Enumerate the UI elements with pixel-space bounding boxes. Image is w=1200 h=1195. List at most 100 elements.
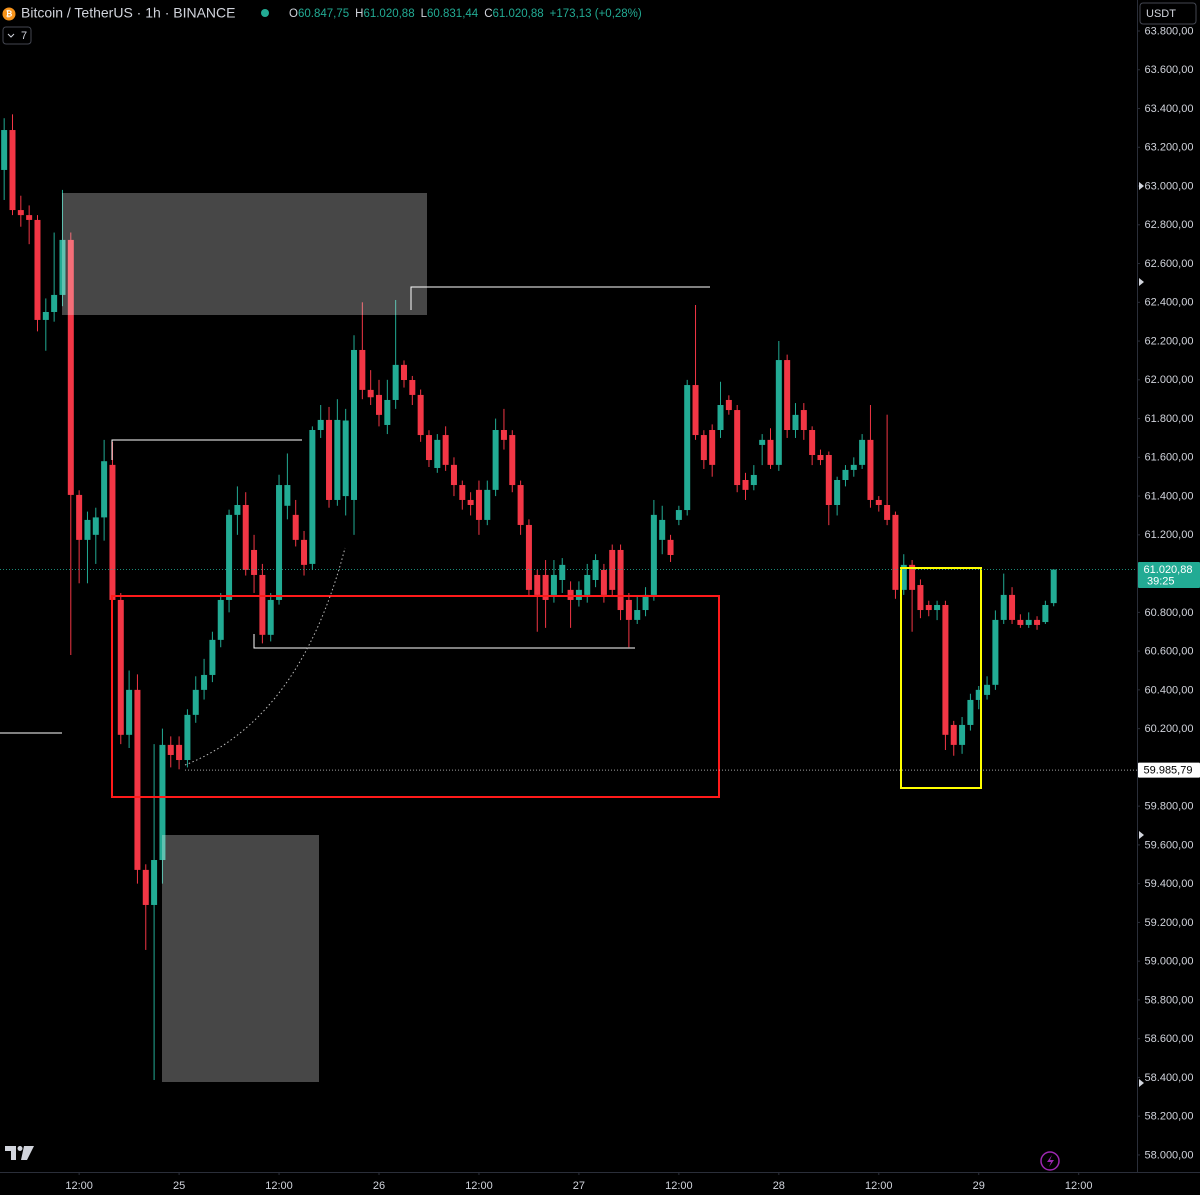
candle-body (209, 639, 216, 675)
candle-body (126, 689, 133, 735)
price-lines (0, 569, 1137, 771)
candle-body (359, 349, 366, 390)
ohlc-key: H (355, 8, 363, 20)
candle-body (292, 514, 299, 540)
candle-body (492, 430, 499, 490)
y-tick-label: 58.600,00 (1145, 1033, 1194, 1045)
candle-body (700, 435, 707, 461)
ohlc-value: 61.020,88 (493, 8, 544, 20)
ohlc-value: 60.847,75 (298, 8, 349, 20)
candle-body (176, 744, 183, 761)
ohlc-key: L (421, 8, 428, 20)
x-tick-label: 12:00 (65, 1180, 93, 1192)
candle-body (376, 394, 382, 415)
candle-body (434, 439, 441, 468)
candle-body (600, 569, 607, 595)
y-axis: 58.000,00 58.200,00 58.400,00 58.600,00 58.8… (1137, 25, 1200, 1161)
candle-body (767, 439, 774, 465)
y-tick-label: 63.600,00 (1145, 64, 1194, 76)
candle-body (351, 349, 358, 500)
y-tick-label: 63.800,00 (1145, 25, 1194, 37)
candle-body (76, 494, 83, 540)
candle-body (192, 689, 199, 715)
x-tick-label: 28 (773, 1180, 785, 1192)
candle-body (1025, 619, 1032, 625)
candle-body (759, 439, 766, 445)
x-tick-label: 29 (973, 1180, 985, 1192)
candle-body (634, 610, 641, 620)
candle-body (742, 480, 749, 490)
ohlc-value: 60.831,44 (427, 8, 479, 20)
x-axis: 12:00 25 12:00 26 12:00 27 12:00 28 12:00 29 12:00 (65, 1172, 1092, 1192)
x-tick-label: 27 (573, 1180, 585, 1192)
candle-body (709, 430, 716, 465)
candle-body (934, 604, 941, 611)
candle-body (1017, 619, 1024, 625)
candle-body (867, 439, 874, 500)
candle-body (792, 414, 799, 431)
x-tick-label: 25 (173, 1180, 185, 1192)
lightning-button[interactable] (1040, 1151, 1060, 1171)
candle-body (284, 485, 291, 506)
candle-body (159, 744, 166, 861)
y-tick-label: 60.400,00 (1145, 684, 1194, 696)
candle-body (500, 430, 507, 440)
logo-part (17, 1146, 23, 1151)
candle-body (417, 394, 424, 436)
candle-body (550, 574, 557, 595)
candle-body (875, 499, 882, 505)
tv-logo (5, 1146, 34, 1160)
candle-body (167, 744, 174, 755)
candle-body (842, 469, 849, 481)
candle-body (975, 689, 982, 700)
candle-body (909, 564, 916, 590)
level-line (253, 634, 635, 649)
candle-body (334, 419, 341, 500)
candle-body (775, 360, 782, 465)
candle-body (684, 385, 691, 511)
candle-body (1042, 604, 1049, 623)
candle-body (409, 380, 416, 395)
y-tick-label: 58.400,00 (1145, 1072, 1194, 1084)
candle-body (425, 435, 432, 461)
indicators-toggle[interactable] (2, 26, 32, 45)
candle-body (675, 510, 682, 520)
level-line (410, 286, 710, 310)
candle-body (475, 489, 482, 520)
candle-body (1050, 569, 1057, 604)
candle-body (884, 504, 891, 520)
candle-body (667, 539, 674, 555)
currency-button[interactable] (1139, 2, 1197, 25)
candle-body (142, 869, 149, 905)
y-tick-label: 62.800,00 (1145, 219, 1194, 231)
logo-part (5, 1146, 16, 1160)
drawings (0, 193, 982, 1082)
y-tick-label: 61.800,00 (1145, 413, 1194, 425)
candle-body (809, 430, 816, 456)
candle-body (984, 684, 991, 695)
y-tick-label: 58.200,00 (1145, 1111, 1194, 1123)
candle-body (917, 585, 924, 611)
candle-body (342, 420, 349, 497)
axis-markers (1139, 182, 1144, 1087)
candle-body (484, 489, 491, 520)
candle-body (42, 311, 49, 320)
candle-body (317, 419, 324, 431)
candle-body (276, 485, 283, 600)
candle-body (950, 724, 957, 745)
candle-body (117, 599, 124, 735)
candle-body (850, 464, 857, 470)
chevron (7, 33, 15, 38)
candle-body (309, 430, 316, 564)
y-tick-label: 61.400,00 (1145, 490, 1194, 502)
logo-part (21, 1146, 34, 1160)
x-tick-label: 12:00 (1065, 1180, 1093, 1192)
marker (1139, 1079, 1144, 1087)
candle-body (1009, 594, 1016, 620)
coin-glyph: ₿ (6, 10, 13, 19)
candle-body (625, 599, 632, 620)
candle-body (201, 674, 208, 690)
symbol[interactable]: Bitcoin / TetherUS · 1h · BINANCE (21, 5, 235, 21)
ohlc-readout: O60.847,75 H61.020,88 L60.831,44 C61.020,88… (289, 8, 642, 20)
